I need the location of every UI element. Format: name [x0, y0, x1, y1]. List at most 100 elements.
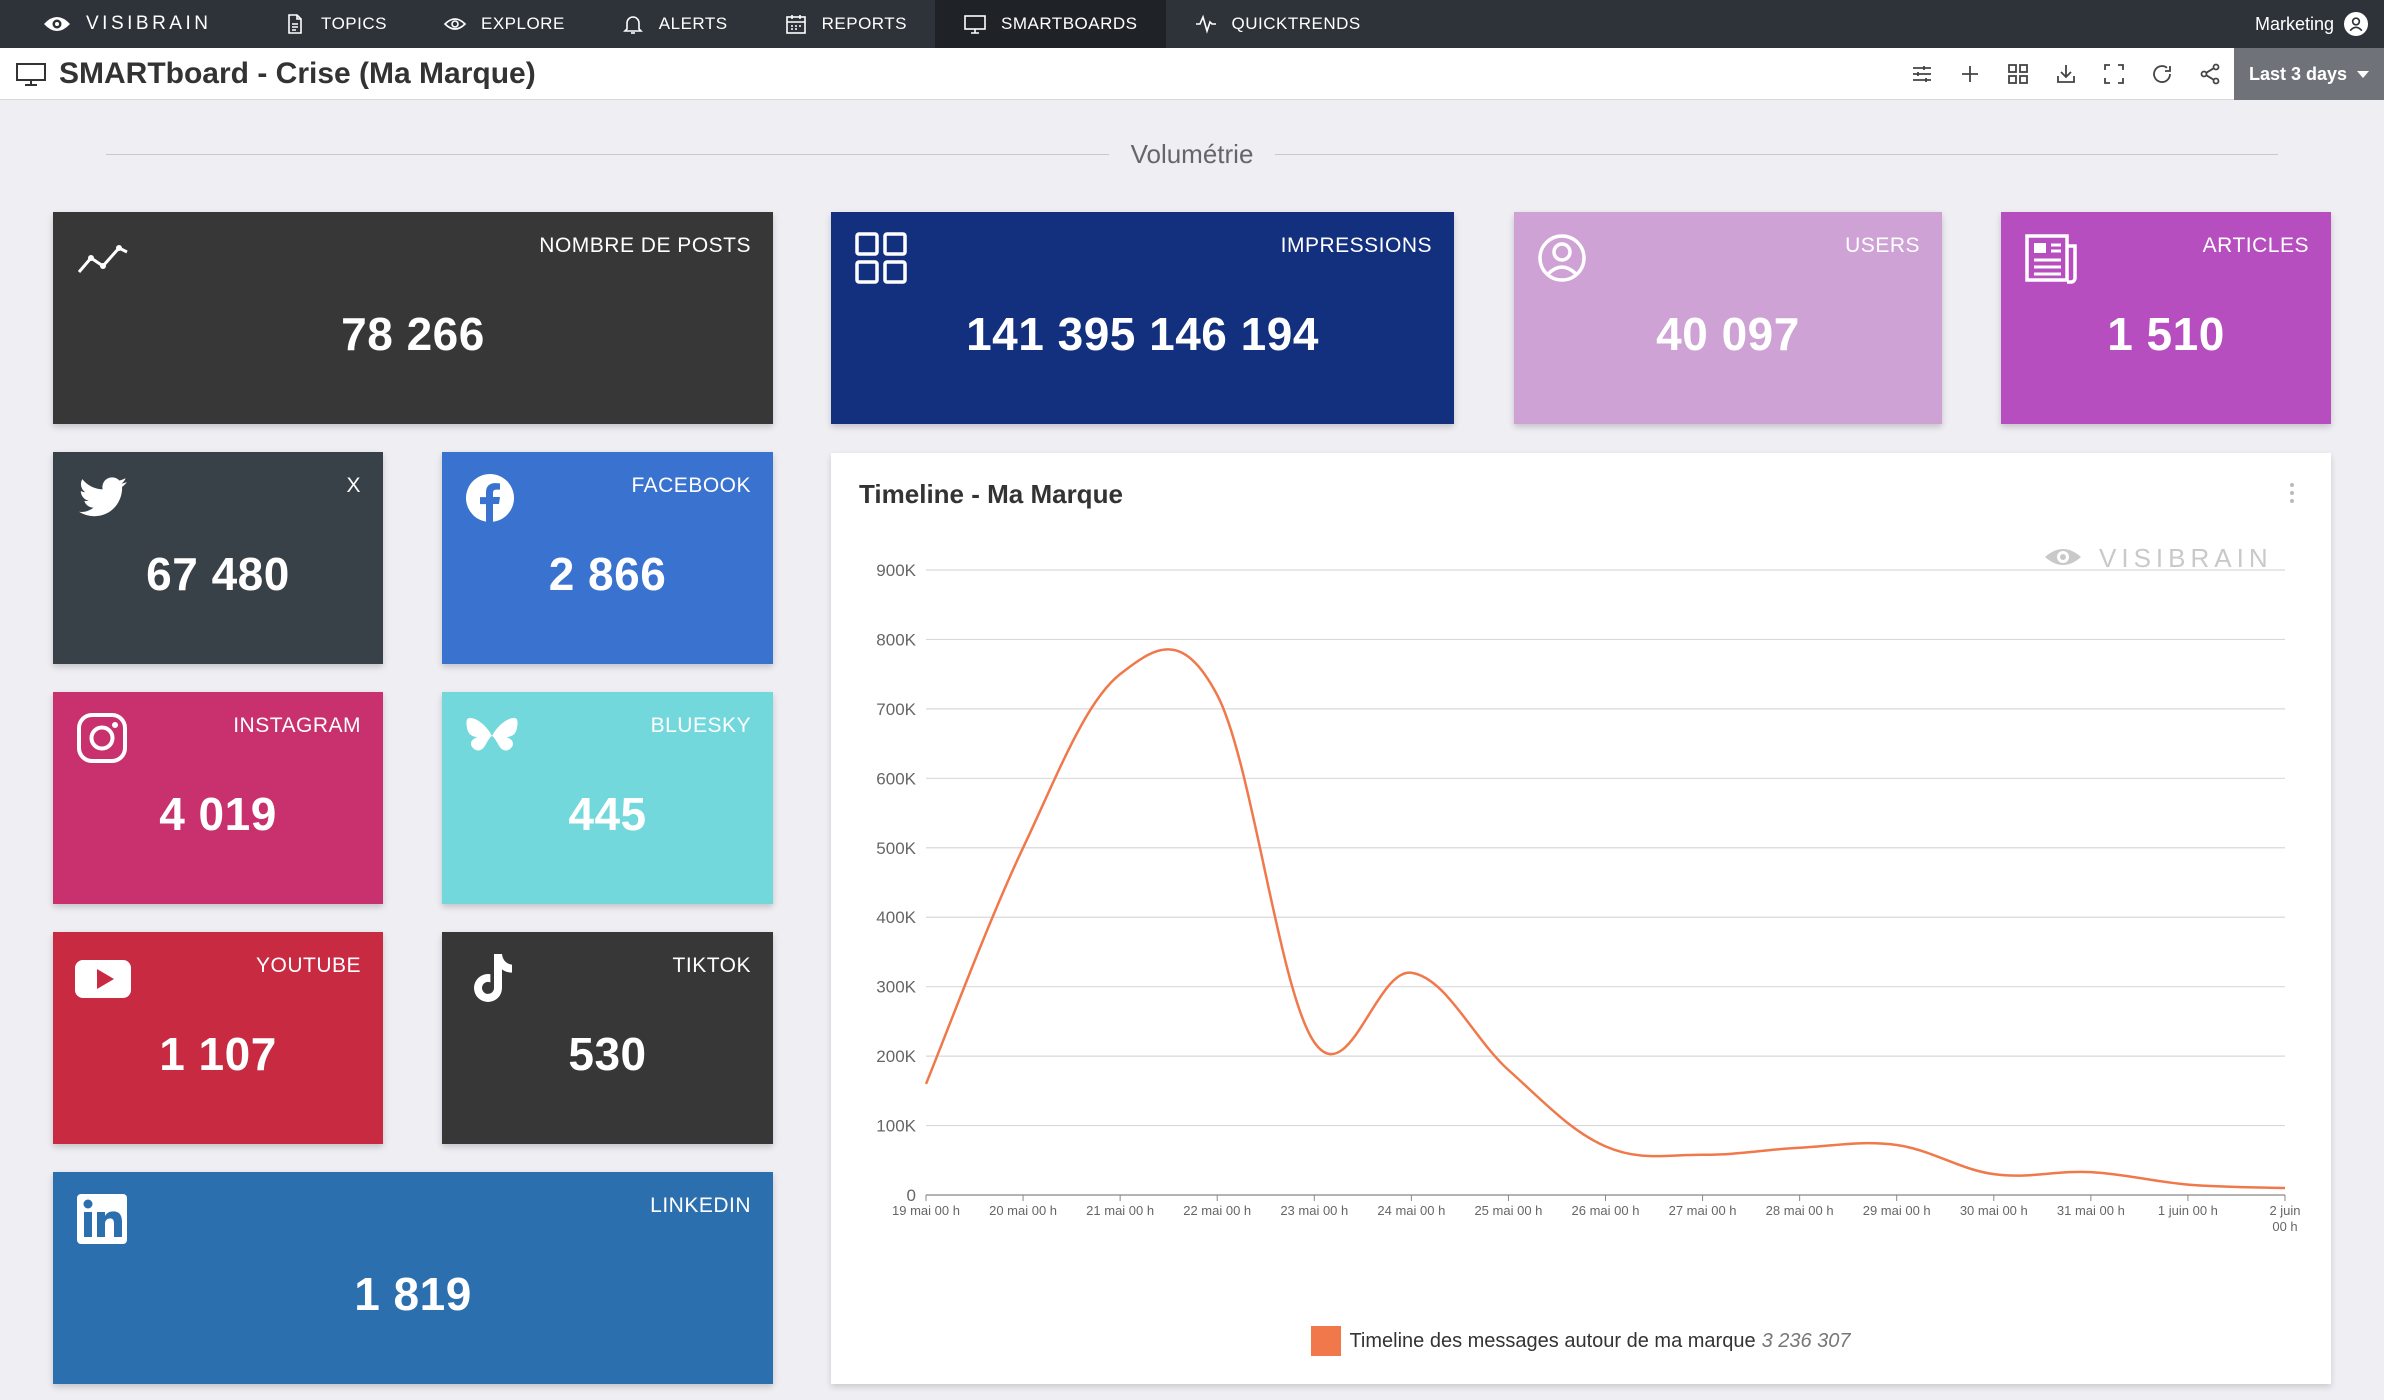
x-tick-label: 24 mai 00 h — [1377, 1203, 1445, 1218]
tile-youtube[interactable]: YOUTUBE 1 107 — [53, 932, 383, 1144]
page-title: SMARTboard - Crise (Ma Marque) — [59, 56, 536, 90]
x-tick-label: 1 juin 00 h — [2158, 1203, 2218, 1218]
tile-posts[interactable]: NOMBRE DE POSTS 78 266 — [53, 212, 773, 424]
divider — [1275, 153, 2278, 155]
tile-facebook-label: FACEBOOK — [631, 474, 751, 497]
add-widget-button[interactable] — [1946, 48, 1994, 100]
divider — [106, 153, 1109, 155]
tile-instagram[interactable]: INSTAGRAM 4 019 — [53, 692, 383, 904]
document-icon — [288, 14, 302, 34]
top-nav: VISIBRAIN TOPICS EXPLORE ALERTS REPORTS … — [0, 0, 2384, 48]
grid-icon — [855, 232, 907, 284]
tile-impressions[interactable]: IMPRESSIONS 141 395 146 194 — [831, 212, 1454, 424]
x-tick-label: 19 mai 00 h — [892, 1203, 960, 1218]
user-circle-icon — [1538, 234, 1586, 282]
x-axis-labels: 19 mai 00 h 20 mai 00 h 21 mai 00 h 22 mai … — [892, 1195, 2301, 1234]
tile-articles-value: 1 510 — [2107, 308, 2225, 360]
x-tick-label: 31 mai 00 h — [2057, 1203, 2125, 1218]
y-tick-label: 400K — [876, 908, 916, 927]
user-menu[interactable]: Marketing — [2255, 0, 2368, 48]
tile-x-value: 67 480 — [146, 548, 290, 600]
tile-impressions-label: IMPRESSIONS — [1280, 234, 1432, 257]
tile-instagram-label: INSTAGRAM — [233, 714, 361, 737]
fullscreen-icon — [2104, 64, 2124, 84]
toolbar — [1898, 48, 2234, 100]
download-icon — [2057, 65, 2075, 83]
brand[interactable]: VISIBRAIN — [0, 0, 255, 48]
nav-reports[interactable]: REPORTS — [756, 0, 935, 48]
eye-icon — [443, 18, 467, 30]
grid-icon — [2008, 64, 2028, 84]
tile-users-value: 40 097 — [1656, 308, 1800, 360]
y-axis-labels: 0 100K 200K 300K 400K 500K 600K 700K 800K 900K — [876, 561, 916, 1205]
tile-facebook-value: 2 866 — [548, 548, 667, 600]
tile-articles-label: ARTICLES — [2202, 234, 2309, 257]
x-tick-label: 26 mai 00 h — [1572, 1203, 1640, 1218]
x-tick-label: 25 mai 00 h — [1474, 1203, 1542, 1218]
x-tick-label: 27 mai 00 h — [1669, 1203, 1737, 1218]
chart-grid — [926, 569, 2285, 1196]
fullscreen-button[interactable] — [2090, 48, 2138, 100]
legend-label: Timeline des messages autour de ma marqu… — [1349, 1329, 1756, 1352]
sliders-icon — [1913, 66, 1931, 82]
nav-alerts-label: ALERTS — [658, 14, 728, 33]
instagram-icon — [77, 713, 127, 763]
kebab-menu-icon[interactable] — [2289, 483, 2295, 505]
monitor-icon — [964, 15, 986, 34]
user-avatar-icon — [2344, 12, 2368, 36]
tile-bluesky[interactable]: BLUESKY 445 — [442, 692, 773, 904]
x-tick-label: 30 mai 00 h — [1960, 1203, 2028, 1218]
y-tick-label: 800K — [876, 630, 916, 649]
filters-button[interactable] — [1898, 48, 1946, 100]
tile-linkedin[interactable]: LINKEDIN 1 819 — [53, 1172, 773, 1384]
nav-explore-label: EXPLORE — [480, 14, 565, 33]
y-tick-label: 900K — [876, 561, 916, 580]
pulse-icon — [1195, 14, 1216, 34]
y-tick-label: 500K — [876, 839, 916, 858]
tile-tiktok-label: TIKTOK — [672, 954, 751, 977]
linkedin-icon — [77, 1194, 127, 1244]
share-button[interactable] — [2186, 48, 2234, 100]
timeline-chart: 0 100K 200K 300K 400K 500K 600K 700K 800K 900K 19… — [876, 543, 2301, 1234]
series-line — [924, 648, 2286, 1190]
monitor-icon — [16, 62, 46, 86]
legend-total: 3 236 307 — [1761, 1329, 1851, 1352]
y-tick-label: 700K — [876, 700, 916, 719]
tile-facebook[interactable]: FACEBOOK 2 866 — [442, 452, 773, 664]
nav-topics[interactable]: TOPICS — [255, 0, 415, 48]
nav-smartboards[interactable]: SMARTBOARDS — [935, 0, 1166, 48]
tile-youtube-label: YOUTUBE — [255, 954, 361, 977]
tile-x[interactable]: X 67 480 — [53, 452, 383, 664]
x-tick-label: 21 mai 00 h — [1086, 1203, 1154, 1218]
tiktok-icon — [474, 954, 512, 1002]
x-tick-label: 28 mai 00 h — [1766, 1203, 1834, 1218]
visibrain-eye-icon — [44, 17, 70, 31]
tile-users[interactable]: USERS 40 097 — [1514, 212, 1942, 424]
date-range-dropdown[interactable]: Last 3 days — [2234, 48, 2384, 100]
chart-watermark: VISIBRAIN — [2045, 543, 2273, 573]
facebook-icon — [466, 474, 514, 523]
nav-explore[interactable]: EXPLORE — [415, 0, 593, 48]
tile-tiktok[interactable]: TIKTOK 530 — [442, 932, 773, 1144]
layout-button[interactable] — [1994, 48, 2042, 100]
page-header: SMARTboard - Crise (Ma Marque) Last 3 da… — [0, 48, 2384, 100]
x-tick-label: 20 mai 00 h — [989, 1203, 1057, 1218]
tile-youtube-value: 1 107 — [159, 1028, 277, 1080]
twitter-bird-icon — [79, 477, 127, 517]
watermark-text: VISIBRAIN — [2099, 543, 2273, 573]
refresh-button[interactable] — [2138, 48, 2186, 100]
caret-down-icon — [2357, 70, 2370, 78]
tile-bluesky-value: 445 — [568, 788, 647, 840]
tile-instagram-value: 4 019 — [159, 788, 277, 840]
x-tick-label: 29 mai 00 h — [1863, 1203, 1931, 1218]
chart-legend[interactable]: Timeline des messages autour de ma marqu… — [831, 1326, 2331, 1356]
download-button[interactable] — [2042, 48, 2090, 100]
y-tick-label: 100K — [876, 1117, 916, 1136]
nav-quicktrends[interactable]: QUICKTRENDS — [1166, 0, 1389, 48]
user-name: Marketing — [2254, 13, 2334, 34]
nav-alerts[interactable]: ALERTS — [593, 0, 756, 48]
tile-x-label: X — [346, 474, 361, 497]
refresh-icon — [2153, 65, 2171, 83]
tile-articles[interactable]: ARTICLES 1 510 — [2001, 212, 2331, 424]
x-tick-label: 23 mai 00 h — [1280, 1203, 1348, 1218]
